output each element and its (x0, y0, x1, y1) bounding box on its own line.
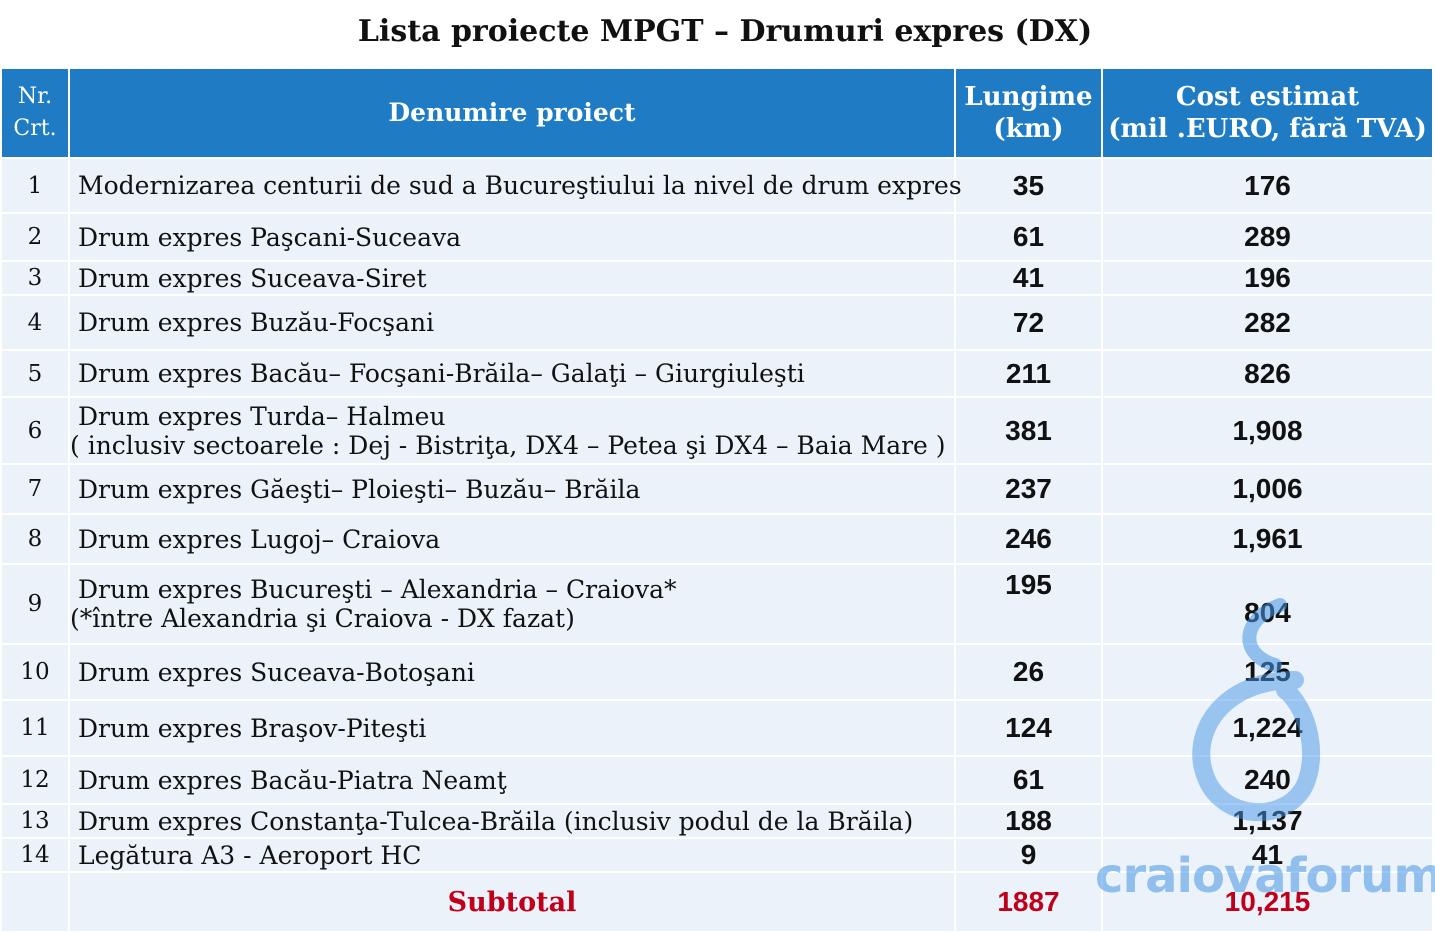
project-length: 381 (954, 396, 1103, 465)
column-header-length-line2: (km) (993, 114, 1064, 144)
table-row: 2 Drum expres Paşcani-Suceava 61 289 (0, 212, 1434, 262)
table-row: 11 Drum expres Braşov-Piteşti 124 1,224 (0, 699, 1434, 757)
project-length: 35 (954, 157, 1103, 214)
project-length: 61 (954, 212, 1103, 262)
row-number: 9 (0, 563, 70, 645)
project-length: 41 (954, 260, 1103, 296)
project-length: 124 (954, 699, 1103, 757)
row-number: 11 (0, 699, 70, 757)
row-number: 8 (0, 513, 70, 565)
column-header-length-line1: Lungime (964, 82, 1093, 112)
project-length: 237 (954, 463, 1103, 515)
subtotal-row: Subtotal 1887 10,215 (0, 871, 1434, 933)
project-name-line2: ( inclusiv sectoarele : Dej - Bistriţa, … (70, 430, 946, 460)
row-number: 13 (0, 803, 70, 839)
table-row: 14 Legătura A3 - Aeroport HC 9 41 (0, 837, 1434, 873)
project-cost: 804 (1101, 563, 1434, 645)
table-row: 4 Drum expres Buzău-Focşani 72 282 (0, 294, 1434, 351)
table-row: 1 Modernizarea centurii de sud a Bucureş… (0, 157, 1434, 214)
table-row: 9 Drum expres Bucureşti – Alexandria – C… (0, 563, 1434, 645)
project-name: Modernizarea centurii de sud a Bucureşti… (68, 157, 962, 214)
project-cost: 289 (1101, 212, 1434, 262)
project-name: Drum expres Suceava-Botoşani (68, 643, 956, 701)
table-row: 13 Drum expres Constanţa-Tulcea-Brăila (… (0, 803, 1434, 839)
column-header-nr-line2: Crt. (13, 116, 57, 141)
project-cost: 1,006 (1101, 463, 1434, 515)
project-cost: 1,137 (1101, 803, 1434, 839)
project-name-line1: Drum expres Bucureşti – Alexandria – Cra… (78, 575, 677, 604)
project-name-line1: Drum expres Turda– Halmeu (78, 401, 446, 431)
project-length: 26 (954, 643, 1103, 701)
row-number: 5 (0, 349, 70, 398)
project-length: 72 (954, 294, 1103, 351)
table-row: 8 Drum expres Lugoj– Craiova 246 1,961 (0, 513, 1434, 565)
project-name: Drum expres Paşcani-Suceava (68, 212, 956, 262)
subtotal-label: Subtotal (68, 871, 956, 933)
project-name: Drum expres Bacău– Focşani-Brăila– Galaţ… (68, 349, 956, 398)
row-number: 4 (0, 294, 70, 351)
project-cost: 1,224 (1101, 699, 1434, 757)
row-number: 6 (0, 396, 70, 465)
projects-table: Nr. Crt. Denumire proiect Lungime (km) C… (0, 67, 1434, 933)
project-length: 195 (954, 563, 1103, 645)
row-number: 2 (0, 212, 70, 262)
project-name: Drum expres Bucureşti – Alexandria – Cra… (68, 563, 956, 645)
project-name: Drum expres Bacău-Piatra Neamţ (68, 755, 956, 805)
subtotal-number-cell (0, 871, 70, 933)
table-row: 10 Drum expres Suceava-Botoşani 26 125 (0, 643, 1434, 701)
project-cost: 282 (1101, 294, 1434, 351)
table-row: 7 Drum expres Găeşti– Ploieşti– Buzău– B… (0, 463, 1434, 515)
column-header-cost-line1: Cost estimat (1175, 82, 1360, 112)
project-length: 61 (954, 755, 1103, 805)
subtotal-cost: 10,215 (1101, 871, 1434, 933)
row-number: 14 (0, 837, 70, 873)
row-number: 12 (0, 755, 70, 805)
project-name: Drum expres Găeşti– Ploieşti– Buzău– Bră… (68, 463, 956, 515)
project-cost: 826 (1101, 349, 1434, 398)
project-name: Legătura A3 - Aeroport HC (68, 837, 956, 873)
row-number: 1 (0, 157, 70, 214)
project-name: Drum expres Buzău-Focşani (68, 294, 956, 351)
row-number: 3 (0, 260, 70, 296)
project-name: Drum expres Lugoj– Craiova (68, 513, 956, 565)
column-header-name: Denumire proiect (68, 67, 956, 159)
table-row: 5 Drum expres Bacău– Focşani-Brăila– Gal… (0, 349, 1434, 398)
table-row: 6 Drum expres Turda– Halmeu ( inclusiv s… (0, 396, 1434, 465)
project-cost: 41 (1101, 837, 1434, 873)
project-cost: 176 (1101, 157, 1434, 214)
project-name: Drum expres Braşov-Piteşti (68, 699, 956, 757)
row-number: 7 (0, 463, 70, 515)
project-name: Drum expres Turda– Halmeu ( inclusiv sec… (68, 396, 956, 465)
subtotal-length: 1887 (954, 871, 1103, 933)
column-header-nr: Nr. Crt. (0, 67, 70, 159)
project-length: 9 (954, 837, 1103, 873)
row-number: 10 (0, 643, 70, 701)
project-cost: 1,908 (1101, 396, 1434, 465)
table-row: 3 Drum expres Suceava-Siret 41 196 (0, 260, 1434, 296)
project-name: Drum expres Suceava-Siret (68, 260, 956, 296)
project-length: 188 (954, 803, 1103, 839)
project-name-line2: (*între Alexandria şi Craiova - DX fazat… (70, 604, 575, 633)
project-cost: 1,961 (1101, 513, 1434, 565)
column-header-cost: Cost estimat (mil .EURO, fără TVA) (1101, 67, 1434, 159)
project-cost: 125 (1101, 643, 1434, 701)
column-header-cost-line2: (mil .EURO, fără TVA) (1108, 114, 1427, 144)
project-length: 246 (954, 513, 1103, 565)
table-header-row: Nr. Crt. Denumire proiect Lungime (km) C… (0, 67, 1434, 159)
page-title: Lista proiecte MPGT – Drumuri expres (DX… (357, 14, 1093, 49)
column-header-nr-line1: Nr. (17, 84, 53, 109)
project-cost: 196 (1101, 260, 1434, 296)
project-cost: 240 (1101, 755, 1434, 805)
table-row: 12 Drum expres Bacău-Piatra Neamţ 61 240 (0, 755, 1434, 805)
project-name: Drum expres Constanţa-Tulcea-Brăila (inc… (68, 803, 956, 839)
column-header-length: Lungime (km) (954, 67, 1103, 159)
project-length: 211 (954, 349, 1103, 398)
